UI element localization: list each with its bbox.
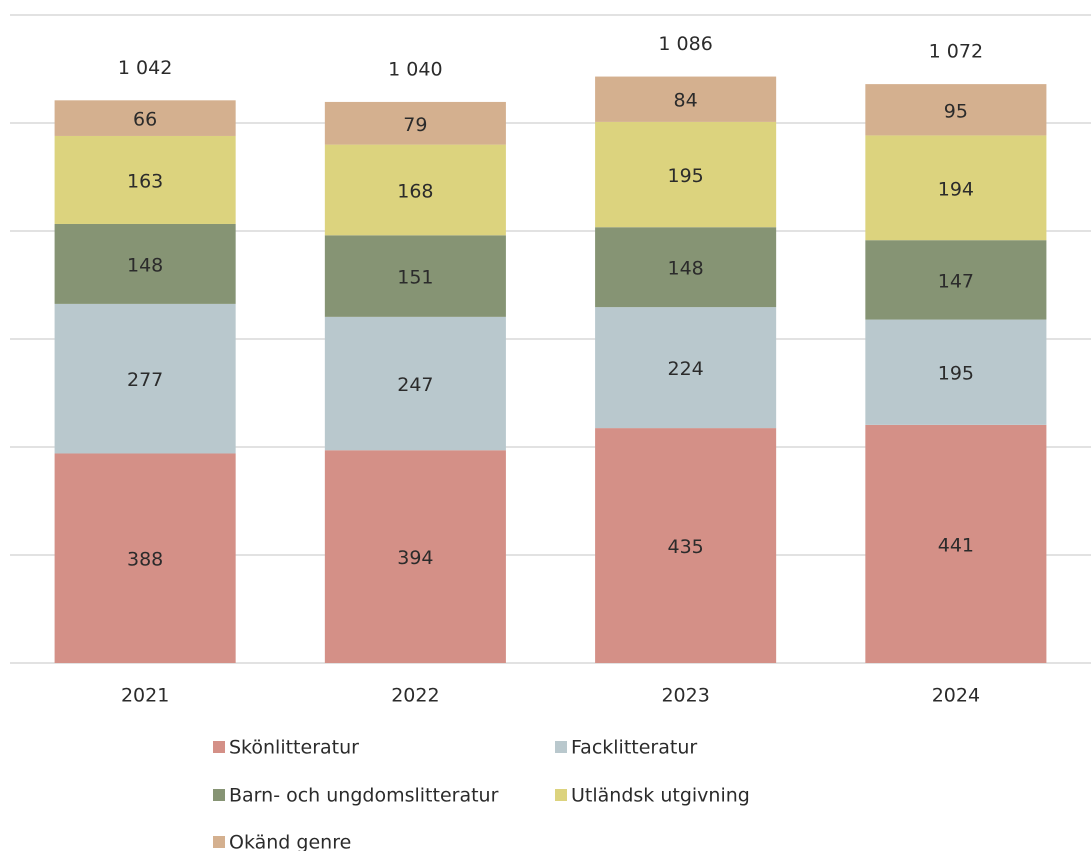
bar-segment [54, 223, 236, 304]
bar-segment [595, 428, 777, 663]
bar-segment [595, 121, 777, 228]
bar-segment [595, 76, 777, 122]
bar-segment [865, 319, 1047, 425]
bar-segment [865, 424, 1047, 663]
data-label: 441 [938, 534, 974, 556]
legend-swatch [213, 789, 225, 801]
data-label: 79 [403, 114, 427, 136]
data-label: 195 [667, 165, 703, 187]
legend-swatch [213, 836, 225, 848]
data-label: 66 [133, 109, 157, 131]
data-label: 247 [397, 374, 433, 396]
legend-swatch [555, 741, 567, 753]
data-label: 168 [397, 180, 433, 202]
bar-segment [865, 240, 1047, 320]
bar-segment [595, 307, 777, 429]
data-label: 195 [938, 363, 974, 385]
bar-segment [865, 135, 1047, 241]
legend-swatch [555, 789, 567, 801]
data-label: 224 [667, 358, 703, 380]
total-label: 1 042 [118, 57, 172, 79]
bar-segment [54, 303, 236, 454]
total-label: 1 040 [388, 58, 442, 80]
data-label: 148 [127, 254, 163, 276]
data-label: 394 [397, 547, 433, 569]
bar-segment [324, 144, 506, 236]
bar-segment [324, 235, 506, 317]
legend-label: Skönlitteratur [229, 737, 359, 759]
bar-segment [324, 101, 506, 145]
x-tick-label: 2022 [391, 685, 439, 707]
data-label: 95 [944, 100, 968, 122]
bar-segment [54, 100, 236, 136]
legend-label: Okänd genre [229, 832, 351, 851]
data-label: 147 [938, 270, 974, 292]
legend-label: Barn- och ungdomslitteratur [229, 785, 499, 807]
total-label: 1 072 [929, 41, 983, 63]
data-label: 277 [127, 369, 163, 391]
legend-label: Facklitteratur [571, 737, 697, 759]
bar-segment [54, 453, 236, 663]
data-label: 435 [667, 536, 703, 558]
data-label: 148 [667, 258, 703, 280]
legend-label: Utländsk utgivning [571, 785, 750, 807]
bar-segment [324, 450, 506, 663]
data-label: 151 [397, 267, 433, 289]
data-label: 194 [938, 178, 974, 200]
bar-segment [324, 316, 506, 451]
data-label: 163 [127, 170, 163, 192]
bar-segment [54, 135, 236, 224]
x-tick-label: 2024 [932, 685, 980, 707]
legend-swatch [213, 741, 225, 753]
bar-segment [865, 84, 1047, 136]
data-label: 84 [674, 90, 698, 112]
data-label: 388 [127, 549, 163, 571]
x-tick-label: 2021 [121, 685, 169, 707]
total-label: 1 086 [658, 33, 712, 55]
bar-segment [595, 227, 777, 308]
x-tick-label: 2023 [661, 685, 709, 707]
